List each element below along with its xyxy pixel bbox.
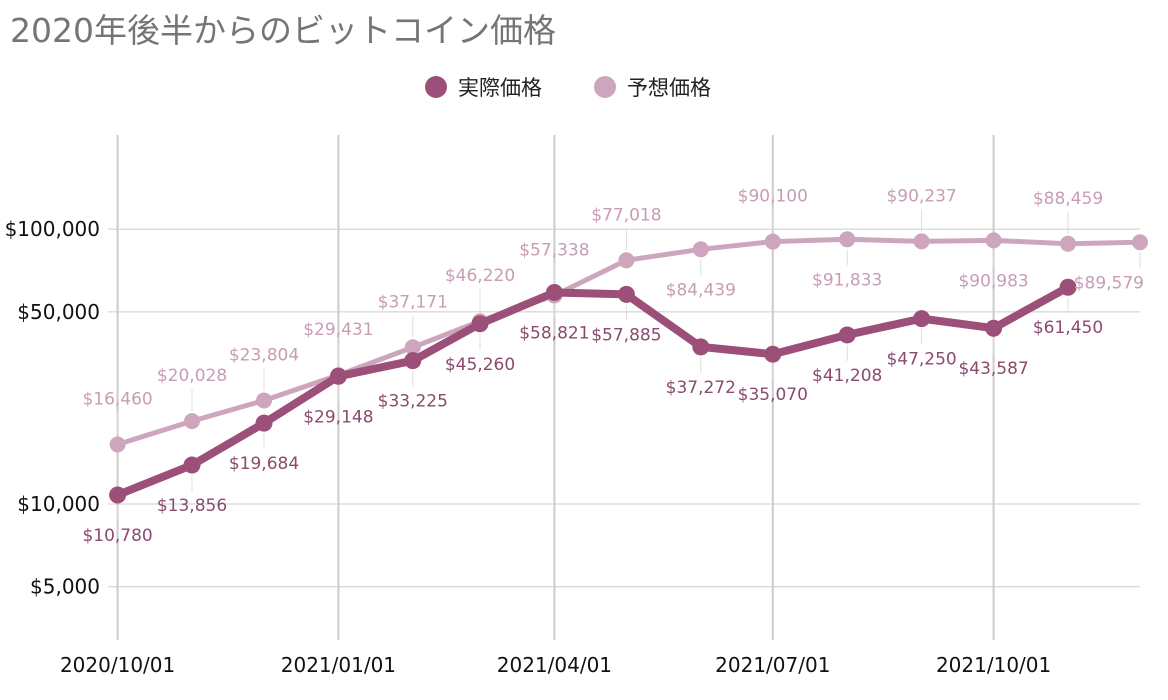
label-leaders xyxy=(117,209,1141,522)
data-label-forecast: $29,431 xyxy=(303,320,373,340)
data-point-actual[interactable] xyxy=(109,486,127,504)
legend-label-forecast: 予想価格 xyxy=(627,76,711,100)
data-point-actual[interactable] xyxy=(617,285,635,303)
data-label-actual: $35,070 xyxy=(738,385,808,405)
y-tick-label: $10,000 xyxy=(17,492,100,516)
data-label-forecast: $90,237 xyxy=(886,186,956,206)
data-label-forecast: $77,018 xyxy=(591,205,661,225)
data-point-actual[interactable] xyxy=(913,310,931,328)
chart-title: 2020年後半からのビットコイン価格 xyxy=(10,11,556,50)
data-label-actual: $47,250 xyxy=(886,350,956,370)
data-label-actual: $61,450 xyxy=(1033,318,1103,338)
data-point-forecast[interactable] xyxy=(256,392,272,409)
data-label-forecast: $91,833 xyxy=(812,270,882,290)
data-label-actual: $43,587 xyxy=(958,359,1028,379)
data-point-actual[interactable] xyxy=(255,414,273,432)
data-point-forecast[interactable] xyxy=(692,241,709,258)
data-label-actual: $37,272 xyxy=(666,378,736,398)
legend-item-actual[interactable]: 実際価格 xyxy=(425,76,542,100)
data-point-actual[interactable] xyxy=(329,367,347,385)
data-point-actual[interactable] xyxy=(545,283,563,301)
legend-label-actual: 実際価格 xyxy=(458,76,542,100)
data-point-forecast[interactable] xyxy=(839,231,856,248)
data-point-forecast[interactable] xyxy=(1060,235,1076,252)
data-point-actual[interactable] xyxy=(1059,278,1077,296)
data-point-actual[interactable] xyxy=(404,352,422,370)
data-label-actual: $57,885 xyxy=(591,325,661,345)
data-label-forecast: $46,220 xyxy=(445,266,515,286)
data-label-actual: $41,208 xyxy=(812,366,882,386)
data-label-actual: $19,684 xyxy=(229,454,299,474)
x-tick-label: 2020/10/01 xyxy=(60,653,175,677)
series xyxy=(109,231,1148,504)
data-point-forecast[interactable] xyxy=(618,252,635,269)
data-label-forecast: $37,171 xyxy=(378,292,448,312)
y-tick-label: $50,000 xyxy=(17,300,100,324)
data-point-forecast[interactable] xyxy=(1132,234,1148,251)
data-label-forecast: $90,100 xyxy=(738,187,808,207)
data-label-actual: $29,148 xyxy=(303,407,373,427)
x-tick-label: 2021/10/01 xyxy=(936,653,1051,677)
data-point-actual[interactable] xyxy=(985,319,1003,337)
data-point-forecast[interactable] xyxy=(184,413,200,430)
series-line-actual xyxy=(113,283,1072,499)
data-point-forecast[interactable] xyxy=(913,233,930,250)
data-label-actual: $10,780 xyxy=(82,526,152,546)
data-label-forecast: $23,804 xyxy=(229,345,299,365)
data-point-actual[interactable] xyxy=(471,315,489,333)
data-point-actual[interactable] xyxy=(764,345,782,363)
y-tick-label: $100,000 xyxy=(5,217,100,241)
data-label-actual: $45,260 xyxy=(445,355,515,375)
data-label-forecast: $20,028 xyxy=(157,366,227,386)
data-label-forecast: $84,439 xyxy=(666,280,736,300)
legend-marker-forecast xyxy=(594,76,616,98)
data-label-actual: $13,856 xyxy=(157,496,227,516)
data-label-forecast: $89,579 xyxy=(1074,273,1144,293)
x-tick-label: 2021/07/01 xyxy=(715,653,830,677)
x-tick-label: 2021/04/01 xyxy=(497,653,612,677)
legend-item-forecast[interactable]: 予想価格 xyxy=(594,76,711,100)
x-tick-label: 2021/01/01 xyxy=(281,653,396,677)
y-tick-label: $5,000 xyxy=(30,575,100,599)
data-label-forecast: $16,460 xyxy=(82,389,152,409)
data-point-actual[interactable] xyxy=(183,456,201,474)
data-point-forecast[interactable] xyxy=(764,233,781,250)
legend-marker-actual xyxy=(425,76,447,98)
data-label-actual: $33,225 xyxy=(378,392,448,412)
data-label-actual: $58,821 xyxy=(519,323,589,343)
data-label-forecast: $57,338 xyxy=(519,241,589,261)
data-label-forecast: $88,459 xyxy=(1033,189,1103,209)
legend: 実際価格 予想価格 xyxy=(425,76,711,100)
data-point-forecast[interactable] xyxy=(985,232,1002,249)
data-label-forecast: $90,983 xyxy=(958,271,1028,291)
data-point-forecast[interactable] xyxy=(109,436,126,453)
axis-ticks: $5,000 $10,000 $50,000 $100,000 2020/10/01 20… xyxy=(5,217,1052,677)
data-point-actual[interactable] xyxy=(838,326,856,344)
data-point-actual[interactable] xyxy=(692,338,710,356)
series-actual xyxy=(109,278,1077,504)
data-labels: $16,460$20,028$23,804$29,431$37,171 $46,2… xyxy=(82,186,1144,546)
data-point-forecast[interactable] xyxy=(404,339,421,356)
